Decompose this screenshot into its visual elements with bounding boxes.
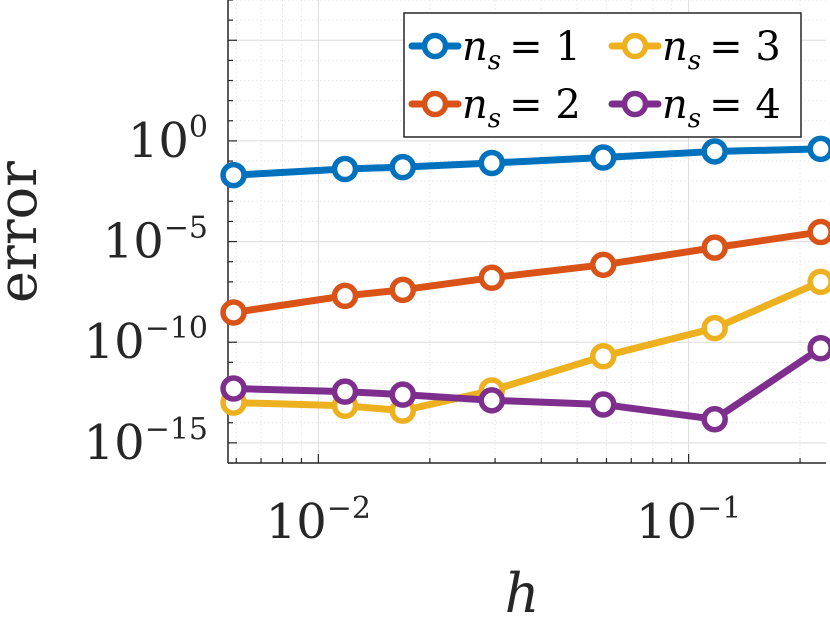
legend-box — [403, 12, 802, 138]
legend-label: ns = 4 — [662, 82, 781, 134]
series-group — [220, 135, 830, 433]
data-point — [589, 251, 617, 279]
legend-marker — [421, 90, 449, 118]
data-point — [389, 153, 417, 181]
data-point — [331, 155, 359, 183]
data-point — [807, 135, 830, 163]
legend-marker — [621, 90, 649, 118]
data-point — [807, 268, 830, 296]
data-point — [478, 149, 506, 177]
series-2 — [220, 218, 830, 326]
data-point — [807, 335, 830, 362]
y-tick-label: 100 — [128, 110, 208, 169]
data-point — [701, 234, 728, 261]
data-point — [331, 378, 359, 405]
axes: 10−2 10−1 100 10−5 10−10 10−15 — [84, 0, 826, 550]
data-point — [701, 138, 728, 165]
y-tick-label: 10−10 — [84, 311, 208, 370]
data-point — [701, 314, 728, 342]
y-tick-label: 10−15 — [84, 412, 208, 471]
legend: ns = 1 ns = 2 ns = 3 ns = 4 — [403, 12, 802, 138]
x-tick-label: 10−2 — [266, 491, 371, 550]
x-tick-label: 10−1 — [636, 491, 741, 550]
series-1 — [220, 135, 830, 189]
data-point — [478, 387, 506, 414]
data-point — [478, 264, 506, 291]
data-point — [389, 276, 417, 304]
data-point — [589, 391, 617, 418]
legend-item: ns = 2 — [408, 82, 581, 134]
series-4 — [220, 335, 830, 433]
y-axis-label: error — [0, 161, 49, 303]
legend-label: ns = 3 — [662, 24, 781, 76]
legend-label: ns = 2 — [462, 82, 581, 134]
data-point — [220, 375, 247, 402]
legend-item: ns = 3 — [608, 24, 781, 76]
x-axis-label: h — [505, 562, 540, 623]
legend-item: ns = 1 — [408, 24, 581, 76]
y-tick-label: 10−5 — [103, 211, 208, 270]
legend-marker — [621, 32, 649, 60]
data-point — [589, 144, 617, 171]
legend-label: ns = 1 — [462, 24, 581, 76]
legend-item: ns = 4 — [608, 82, 781, 134]
data-point — [589, 343, 617, 370]
data-point — [701, 405, 728, 433]
data-point — [220, 161, 247, 189]
legend-marker — [421, 32, 449, 60]
data-point — [220, 299, 247, 326]
data-point — [389, 381, 417, 408]
data-point — [331, 282, 359, 310]
data-point — [807, 218, 830, 246]
